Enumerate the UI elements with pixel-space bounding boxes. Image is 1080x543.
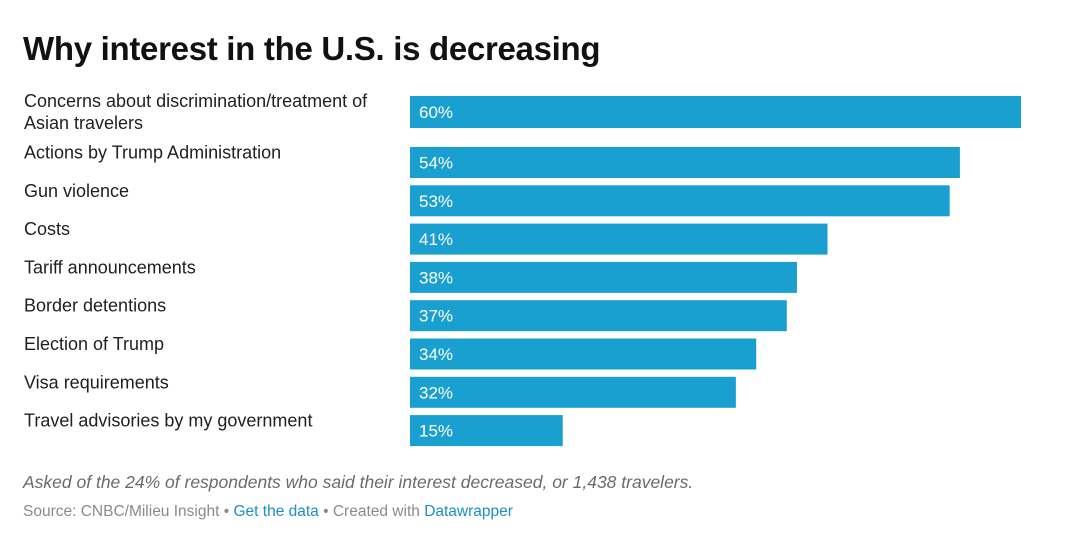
bar-value-label: 54% [419,154,453,173]
bar [410,147,960,178]
category-label: Concerns about discrimination/treatment … [24,91,368,111]
bar [410,185,950,217]
category-label: Gun violence [24,181,129,201]
datawrapper-link[interactable]: Datawrapper [424,503,513,520]
chart-footer: Source: CNBC/Milieu Insight • Get the da… [23,503,513,521]
category-label: Actions by Trump Administration [24,143,281,163]
bar-value-label: 53% [419,192,453,211]
bar-value-label: 41% [419,230,453,249]
category-label: Border detentions [24,296,166,316]
category-label: Election of Trump [24,334,164,354]
chart-title: Why interest in the U.S. is decreasing [23,30,601,67]
source-text: Source: CNBC/Milieu Insight [23,503,220,520]
category-label: Visa requirements [24,372,169,392]
created-with-text: Created with [332,503,420,520]
bar [410,415,563,447]
bar [410,223,828,255]
bar [410,261,797,293]
bar-value-label: 15% [419,422,453,441]
bar-value-label: 38% [419,268,453,287]
bar-value-label: 37% [419,307,453,326]
bar-chart: 60% Concerns about discrimination/treatme… [24,91,1021,447]
bar-value-label: 34% [419,345,453,364]
bar [410,300,787,332]
footer-separator: • [323,503,329,520]
bar [410,338,757,370]
bar [410,376,736,408]
footer-separator: • [223,503,230,520]
category-label: Costs [24,219,70,239]
category-label: Tariff announcements [24,257,196,277]
category-label: Asian travelers [24,113,143,133]
category-label: Travel advisories by my government [24,411,312,431]
bar-value-label: 60% [419,103,453,122]
chart-note: Asked of the 24% of respondents who said… [23,472,694,492]
bar-value-label: 32% [419,383,453,402]
bar [410,96,1021,128]
get-the-data-link[interactable]: Get the data [233,503,319,520]
